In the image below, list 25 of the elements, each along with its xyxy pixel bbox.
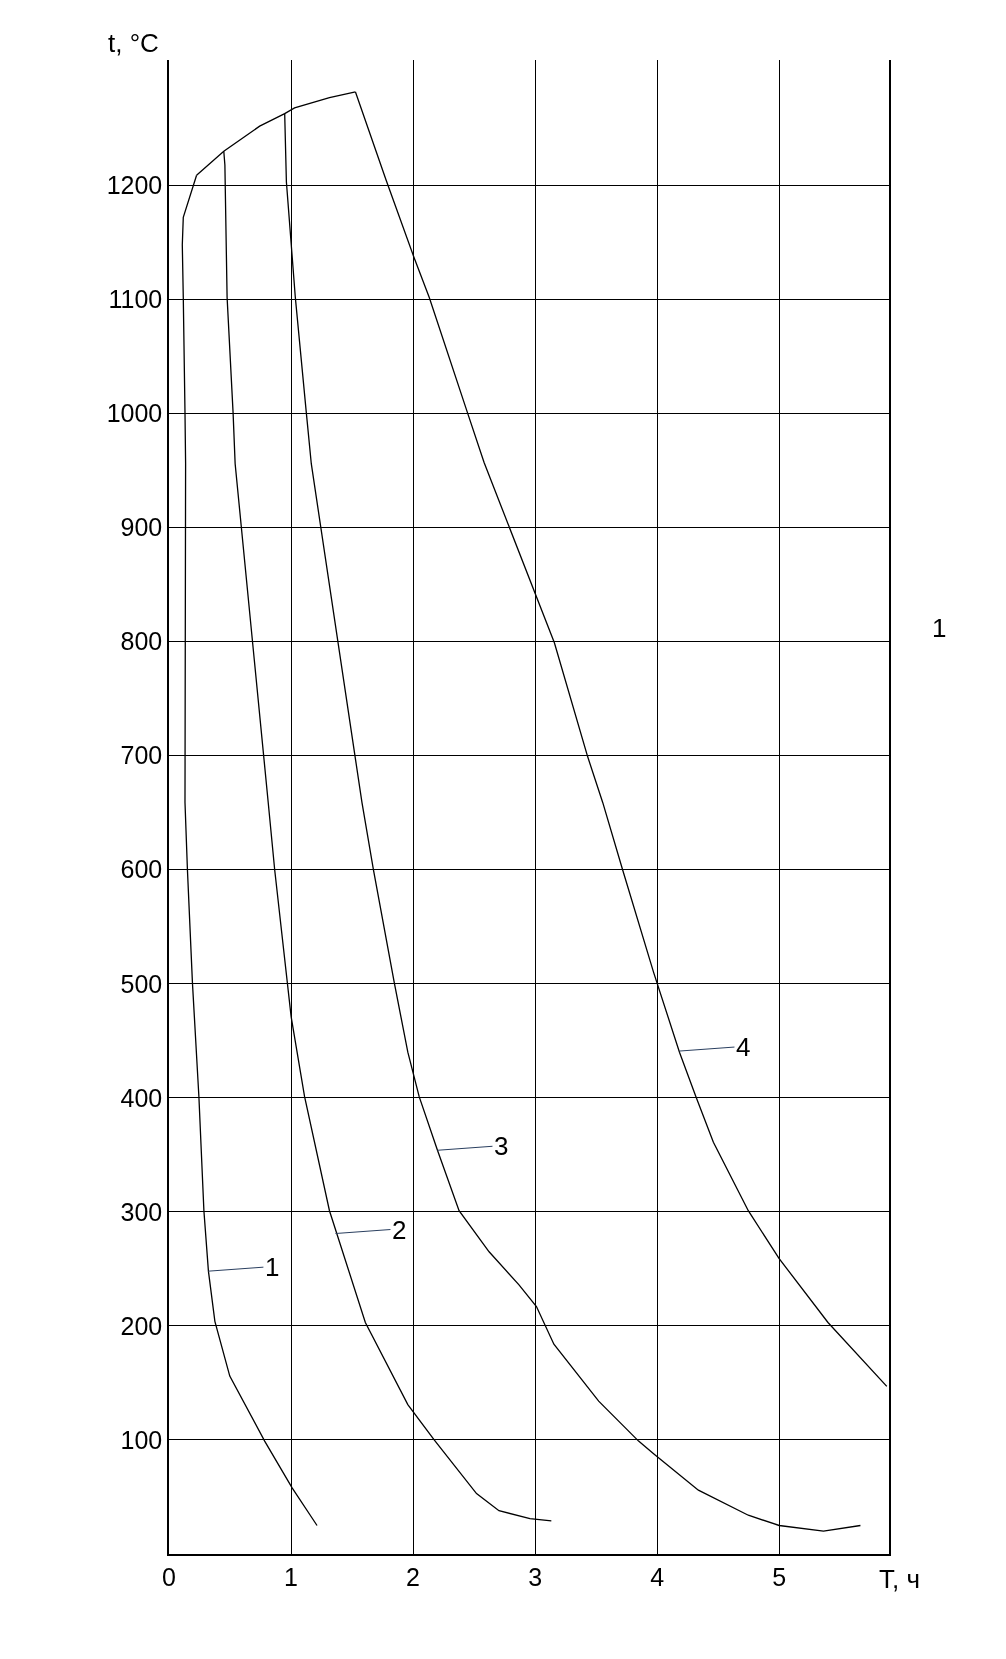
- y-tick-label: 300: [120, 1197, 163, 1226]
- y-tick-label: 900: [120, 513, 163, 542]
- x-tick-label: 1: [284, 1562, 298, 1591]
- y-tick-label: 100: [120, 1425, 163, 1454]
- annotation: 4: [736, 1032, 751, 1062]
- text: 1: [932, 613, 947, 643]
- annotation: 1: [265, 1252, 280, 1282]
- x-tick-label: 0: [162, 1562, 176, 1591]
- y-tick-label: 1000: [106, 399, 163, 428]
- annotation: 2: [392, 1215, 407, 1245]
- y-tick-label: 200: [120, 1311, 163, 1340]
- x-tick-label: 3: [528, 1562, 543, 1591]
- y-tick-label: 500: [120, 969, 163, 998]
- x-tick-label: 4: [650, 1562, 665, 1591]
- x-tick-label: 5: [772, 1562, 787, 1591]
- y-axis-title: t, °C: [108, 28, 159, 58]
- annotation: 3: [494, 1131, 509, 1161]
- y-tick-label: 1100: [108, 285, 163, 314]
- y-tick-label: 1200: [106, 171, 163, 200]
- y-tick-label: 800: [120, 627, 163, 656]
- y-tick-label: 400: [120, 1083, 163, 1112]
- y-tick-label: 700: [120, 741, 163, 770]
- y-tick-label: 600: [120, 855, 163, 884]
- x-axis-title: T, ч: [879, 1564, 920, 1594]
- x-tick-label: 2: [406, 1562, 421, 1591]
